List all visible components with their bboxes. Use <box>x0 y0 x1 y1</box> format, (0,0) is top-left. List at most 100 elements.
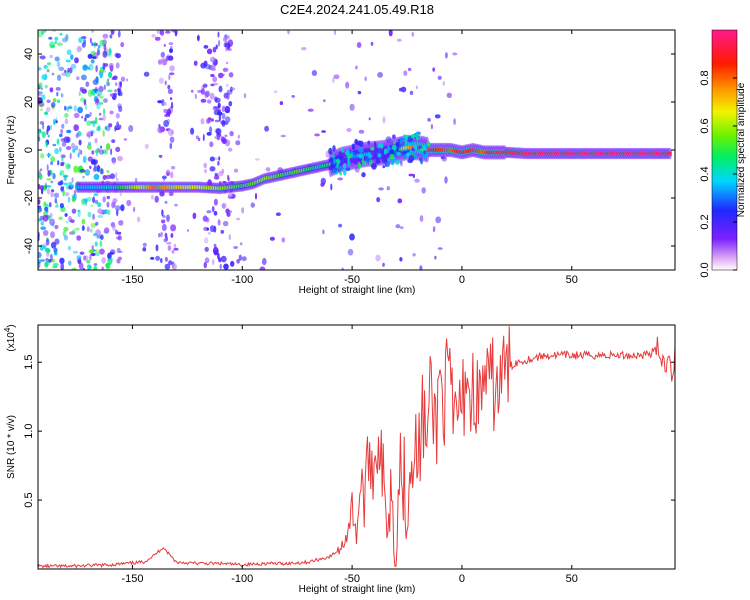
noise-speckle <box>86 226 90 232</box>
snr-x-tick-label: 0 <box>459 573 465 585</box>
noise-speckle <box>80 36 87 40</box>
transition-speckle <box>403 134 407 139</box>
noise-speckle <box>73 165 79 173</box>
noise-speckle <box>174 30 178 37</box>
noise-speckle <box>66 129 72 134</box>
noise-speckle <box>119 192 122 197</box>
noise-speckle <box>44 111 48 116</box>
noise-speckle <box>213 225 217 233</box>
noise-speckle <box>65 59 71 63</box>
noise-speckle <box>50 191 54 198</box>
noise-speckle <box>218 170 224 177</box>
noise-speckle <box>41 30 44 35</box>
noise-speckle <box>307 108 314 112</box>
noise-speckle <box>111 201 116 209</box>
noise-speckle <box>52 262 59 267</box>
noise-speckle <box>167 88 173 95</box>
noise-speckle <box>62 189 65 197</box>
noise-speckle <box>154 195 159 203</box>
noise-speckle <box>38 67 42 71</box>
noise-speckle <box>94 249 100 254</box>
noise-speckle <box>65 220 69 224</box>
noise-speckle <box>206 132 212 136</box>
noise-speckle <box>110 30 115 35</box>
noise-speckle <box>59 172 62 177</box>
noise-speckle <box>221 202 227 209</box>
noise-speckle <box>72 229 76 235</box>
noise-speckle <box>59 203 64 209</box>
noise-speckle <box>209 92 215 100</box>
noise-speckle <box>218 114 222 122</box>
noise-speckle <box>67 245 72 251</box>
noise-speckle <box>407 67 412 72</box>
noise-speckle <box>109 93 114 97</box>
transition-speckle <box>358 153 364 159</box>
snr-plot-area <box>38 325 675 569</box>
noise-speckle <box>76 76 80 81</box>
noise-speckle <box>46 164 49 172</box>
noise-speckle <box>208 64 213 70</box>
noise-speckle <box>403 70 408 76</box>
noise-speckle <box>38 82 43 89</box>
noise-speckle <box>47 170 51 177</box>
noise-speckle <box>154 36 161 41</box>
transition-speckle <box>338 155 345 161</box>
noise-speckle <box>61 72 67 76</box>
noise-speckle <box>93 233 98 237</box>
noise-speckle <box>109 34 113 39</box>
noise-speckle <box>192 212 197 219</box>
noise-speckle <box>119 91 123 97</box>
transition-speckle <box>427 141 431 147</box>
noise-speckle <box>116 209 119 217</box>
colorbar-ticks: 0.0 0.2 0.4 0.6 0.8 <box>699 70 737 278</box>
noise-speckle <box>118 85 121 88</box>
noise-speckle <box>218 257 222 263</box>
noise-speckle <box>225 139 231 147</box>
transition-speckle <box>328 147 333 155</box>
noise-speckle <box>64 35 69 40</box>
noise-speckle <box>115 172 118 179</box>
noise-speckle <box>78 262 84 270</box>
transition-speckle <box>405 152 411 158</box>
noise-speckle <box>217 31 220 38</box>
noise-speckle <box>412 253 416 257</box>
noise-speckle <box>357 90 362 95</box>
noise-speckle <box>45 141 48 148</box>
noise-speckle <box>107 209 111 216</box>
noise-speckle <box>207 231 211 235</box>
noise-speckle <box>82 64 89 71</box>
noise-speckle <box>53 247 58 254</box>
transition-speckle <box>405 140 408 145</box>
noise-speckle <box>213 210 218 216</box>
noise-speckle <box>209 141 214 148</box>
noise-speckle <box>432 226 436 233</box>
snr-x-axis-label: Height of straight line (km) <box>299 584 416 595</box>
transition-speckle <box>408 155 415 162</box>
transition-speckle <box>423 150 426 155</box>
noise-speckle <box>112 224 116 231</box>
transition-speckle <box>395 160 400 165</box>
noise-speckle <box>97 47 100 53</box>
noise-speckle <box>159 155 162 159</box>
noise-speckle <box>44 73 47 81</box>
noise-speckle <box>173 247 179 251</box>
snr-x-tick-label: -50 <box>344 573 360 585</box>
noise-speckle <box>223 263 229 270</box>
noise-speckle <box>434 114 441 119</box>
noise-speckle <box>71 142 76 149</box>
noise-speckle <box>356 42 362 48</box>
noise-speckle <box>104 126 108 130</box>
noise-speckle <box>330 183 333 191</box>
noise-speckle <box>58 216 63 220</box>
noise-speckle <box>88 63 94 71</box>
noise-speckle <box>114 94 117 98</box>
noise-speckle <box>217 109 221 114</box>
transition-speckle <box>343 158 349 162</box>
noise-speckle <box>46 106 51 113</box>
noise-speckle <box>46 178 52 181</box>
snr-y-ticks: 0.5 1.0 1.5 <box>23 355 675 508</box>
noise-speckle <box>210 74 215 77</box>
noise-speckle <box>103 63 109 67</box>
noise-speckle <box>207 117 212 123</box>
noise-speckle <box>93 156 96 160</box>
